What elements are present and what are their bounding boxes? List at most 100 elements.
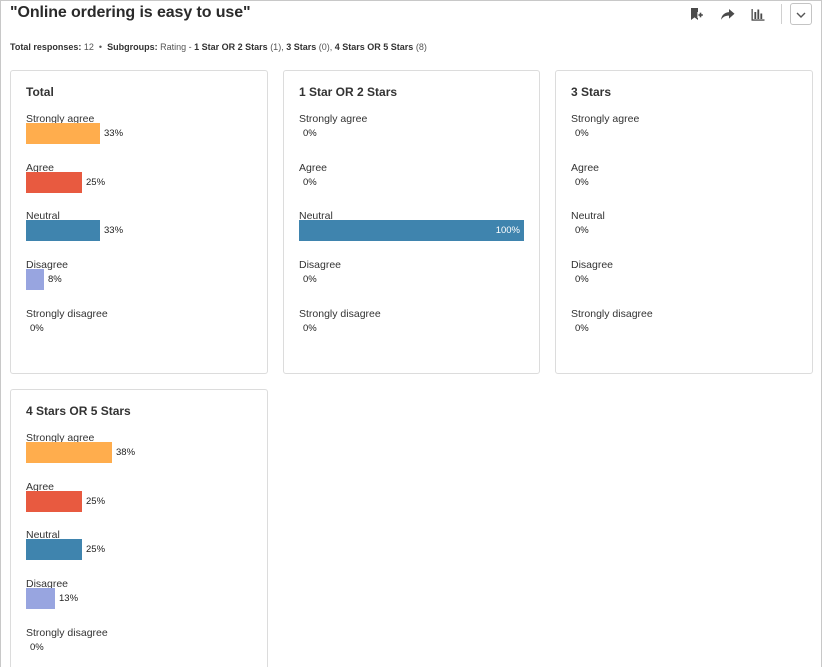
widget-toolbar <box>678 2 812 26</box>
subgroup-name: 1 Star OR 2 Stars <box>194 42 268 52</box>
subgroup-name: 3 Stars <box>286 42 317 52</box>
percent-label: 0% <box>30 641 44 653</box>
bar-track: 13% <box>26 588 251 610</box>
subgroup-count: (0) <box>318 42 330 52</box>
response-bar <box>26 588 55 610</box>
subgroups-prefix: Rating - <box>160 42 192 52</box>
response-row: Strongly disagree 0% <box>299 308 524 353</box>
percent-label: 25% <box>86 544 106 556</box>
response-row: Strongly agree 0% <box>571 113 797 158</box>
subgroup-card: Total Strongly agree 33% Agree 25% Neutral 33%… <box>10 70 268 374</box>
percent-label: 100% <box>495 225 520 237</box>
response-row: Neutral 33% <box>26 210 252 255</box>
bar-track: 0% <box>26 318 251 339</box>
response-row: Neutral 100% <box>299 210 524 255</box>
subgroup-name: 4 Stars OR 5 Stars <box>334 42 414 52</box>
response-row: Strongly disagree 0% <box>26 627 252 667</box>
bar-track: 38% <box>26 442 251 463</box>
percent-label: 0% <box>30 322 44 334</box>
bar-track: 8% <box>26 269 251 291</box>
card-title: 4 Stars OR 5 Stars <box>26 404 131 418</box>
percent-label: 0% <box>303 128 317 139</box>
percent-label: 0% <box>303 322 317 334</box>
response-row: Disagree 0% <box>571 259 797 304</box>
response-row: Strongly disagree 0% <box>571 308 797 353</box>
percent-label: 0% <box>303 274 317 286</box>
response-label: Agree <box>26 161 55 174</box>
subgroup-card: 1 Star OR 2 Stars Strongly agree 0% Agree 0%… <box>283 70 540 374</box>
response-bar <box>26 269 44 291</box>
response-label: Agree <box>299 161 328 174</box>
response-row: Neutral 25% <box>26 529 252 574</box>
response-label: Strongly agree <box>299 113 368 125</box>
bar-track: 33% <box>26 220 251 242</box>
responses-summary: Total responses: 12 • Subgroups: Rating … <box>10 42 427 52</box>
bar-track: 0% <box>571 269 796 290</box>
bar-track: 0% <box>299 123 524 144</box>
chart-type-button[interactable] <box>745 3 771 25</box>
percent-label: 0% <box>575 176 589 188</box>
response-row: Strongly disagree 0% <box>26 308 252 353</box>
response-label: Strongly agree <box>26 113 95 125</box>
response-label: Neutral <box>571 210 605 223</box>
response-bar <box>26 442 112 463</box>
bar-track: 0% <box>571 172 796 193</box>
bar-track: 25% <box>26 171 251 193</box>
response-row: Strongly agree 33% <box>26 113 252 158</box>
share-icon <box>720 8 735 21</box>
bar-track: 0% <box>299 269 524 290</box>
percent-label: 0% <box>575 128 589 139</box>
response-bar <box>26 220 100 242</box>
percent-label: 13% <box>59 593 79 605</box>
percent-label: 0% <box>303 176 317 188</box>
subgroups-label: Subgroups: <box>107 42 158 52</box>
toolbar-divider <box>781 4 782 24</box>
bar-track: 0% <box>299 172 524 193</box>
bar-chart-icon <box>751 8 765 21</box>
response-label: Strongly disagree <box>26 626 108 639</box>
percent-label: 25% <box>86 495 106 507</box>
response-row: Agree 0% <box>299 162 524 207</box>
percent-label: 0% <box>575 322 589 334</box>
response-label: Agree <box>571 161 600 174</box>
response-label: Strongly disagree <box>26 307 108 320</box>
bar-track: 0% <box>26 637 251 658</box>
response-label: Disagree <box>571 259 614 272</box>
bookmark-add-button[interactable] <box>683 3 709 25</box>
percent-label: 33% <box>104 225 124 237</box>
bar-track: 100% <box>299 220 524 242</box>
percent-label: 0% <box>575 225 589 237</box>
response-row: Disagree 13% <box>26 578 252 623</box>
total-responses-label: Total responses: <box>10 42 82 52</box>
response-label: Disagree <box>26 578 69 591</box>
response-label: Agree <box>26 480 55 493</box>
percent-label: 25% <box>86 176 106 188</box>
response-label: Neutral <box>26 210 60 223</box>
card-title: 1 Star OR 2 Stars <box>299 85 398 99</box>
response-row: Strongly agree 0% <box>299 113 524 158</box>
response-row: Disagree 8% <box>26 259 252 304</box>
response-label: Strongly disagree <box>571 307 653 320</box>
total-responses-value: 12 <box>83 42 94 52</box>
response-label: Strongly agree <box>571 113 640 125</box>
bar-track: 25% <box>26 490 251 512</box>
subgroup-count: (8) <box>415 42 427 52</box>
response-row: Agree 25% <box>26 481 252 526</box>
response-bar <box>299 220 524 242</box>
response-label: Neutral <box>26 529 60 542</box>
response-row: Strongly agree 38% <box>26 432 252 477</box>
more-options-dropdown[interactable] <box>790 3 812 25</box>
question-title: "Online ordering is easy to use" <box>10 4 251 21</box>
bar-track: 25% <box>26 539 251 561</box>
subgroup-card: 4 Stars OR 5 Stars Strongly agree 38% Agree… <box>10 389 268 667</box>
percent-label: 0% <box>575 274 589 286</box>
response-label: Disagree <box>26 259 69 272</box>
card-title: Total <box>26 85 54 99</box>
bar-track: 0% <box>571 220 796 241</box>
share-button[interactable] <box>714 3 740 25</box>
response-label: Neutral <box>299 210 333 223</box>
percent-label: 38% <box>116 447 136 458</box>
percent-label: 8% <box>48 274 62 286</box>
response-label: Strongly agree <box>26 432 95 444</box>
response-label: Disagree <box>299 259 342 272</box>
